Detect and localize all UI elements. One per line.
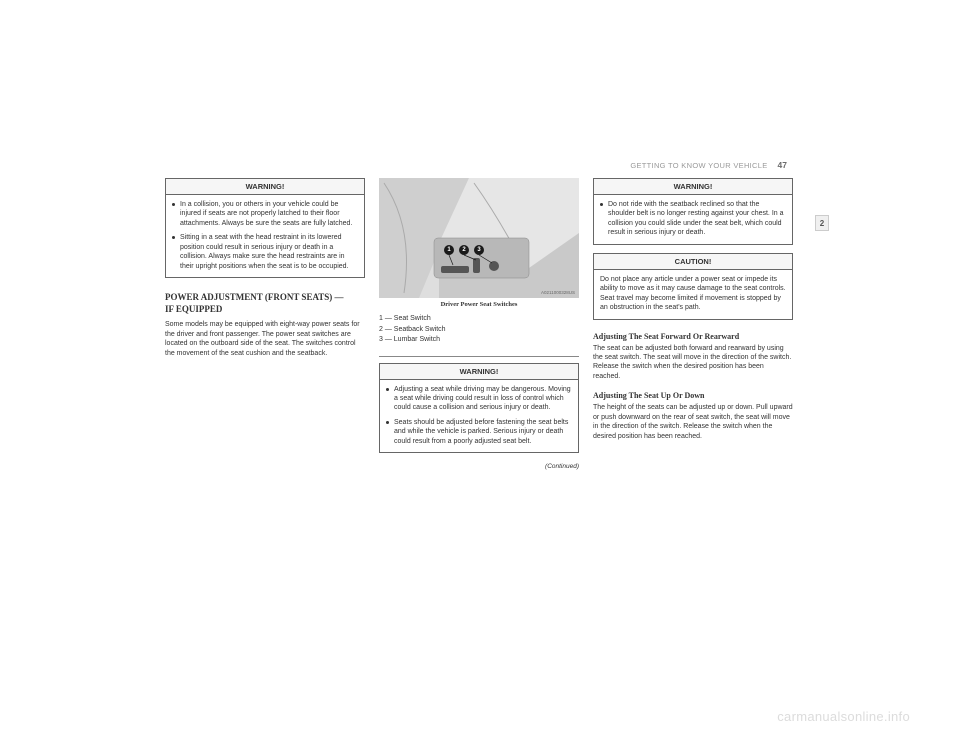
page-number: 47 [778, 160, 787, 170]
warning-box: WARNING! Adjusting a seat while driving … [379, 363, 579, 454]
subsection-title: Adjusting The Seat Up Or Down [593, 391, 793, 400]
warning-item: Adjusting a seat while driving may be da… [386, 385, 572, 413]
caution-box: CAUTION! Do not place any article under … [593, 253, 793, 320]
warning-title: WARNING! [380, 364, 578, 380]
figure-caption: Driver Power Seat Switches [379, 301, 579, 308]
figure-seat-switches: A0211000328US 1 2 3 [379, 178, 579, 298]
column-center: A0211000328US 1 2 3 Driver Power Seat Sw… [379, 178, 579, 470]
section-name: GETTING TO KNOW YOUR VEHICLE [630, 161, 767, 170]
body-paragraph: The seat can be adjusted both forward an… [593, 344, 793, 382]
continued-label: (Continued) [379, 463, 579, 470]
warning-title: WARNING! [166, 179, 364, 195]
warning-body: Do not ride with the seatback reclined s… [594, 195, 792, 244]
warning-box: WARNING! In a collision, you or others i… [165, 178, 365, 278]
figure-ref: A0211000328US [541, 290, 575, 295]
divider [379, 356, 579, 357]
content-columns: WARNING! In a collision, you or others i… [165, 178, 805, 470]
watermark: carmanualsonline.info [777, 709, 910, 724]
warning-item: Sitting in a seat with the head restrain… [172, 233, 358, 271]
body-paragraph: Some models may be equipped with eight-w… [165, 320, 365, 358]
legend-item: 1 — Seat Switch [379, 314, 579, 325]
legend-item: 3 — Lumbar Switch [379, 335, 579, 346]
warning-item: Do not ride with the seatback reclined s… [600, 200, 786, 238]
warning-item: In a collision, you or others in your ve… [172, 200, 358, 228]
warning-title: WARNING! [594, 179, 792, 195]
warning-body: In a collision, you or others in your ve… [166, 195, 364, 277]
body-paragraph: The height of the seats can be adjusted … [593, 403, 793, 441]
warning-body: Adjusting a seat while driving may be da… [380, 380, 578, 453]
subsection-title: Adjusting The Seat Forward Or Rearward [593, 332, 793, 341]
manual-page: GETTING TO KNOW YOUR VEHICLE 47 WARNING!… [165, 160, 805, 470]
caution-text: Do not place any article under a power s… [600, 275, 786, 313]
section-title-line: POWER ADJUSTMENT (FRONT SEATS) — [165, 292, 344, 302]
chapter-tab: 2 [815, 215, 829, 231]
warning-box: WARNING! Do not ride with the seatback r… [593, 178, 793, 245]
seat-switch-illustration: A0211000328US 1 2 3 [379, 178, 579, 298]
section-title: POWER ADJUSTMENT (FRONT SEATS) — IF EQUI… [165, 292, 365, 315]
column-left: WARNING! In a collision, you or others i… [165, 178, 365, 470]
page-header: GETTING TO KNOW YOUR VEHICLE 47 [165, 160, 805, 170]
warning-item: Seats should be adjusted before fastenin… [386, 418, 572, 446]
section-title-line: IF EQUIPPED [165, 304, 222, 314]
legend-item: 2 — Seatback Switch [379, 325, 579, 336]
figure-legend: 1 — Seat Switch 2 — Seatback Switch 3 — … [379, 314, 579, 346]
caution-title: CAUTION! [594, 254, 792, 270]
caution-body: Do not place any article under a power s… [594, 270, 792, 319]
column-right: WARNING! Do not ride with the seatback r… [593, 178, 793, 470]
